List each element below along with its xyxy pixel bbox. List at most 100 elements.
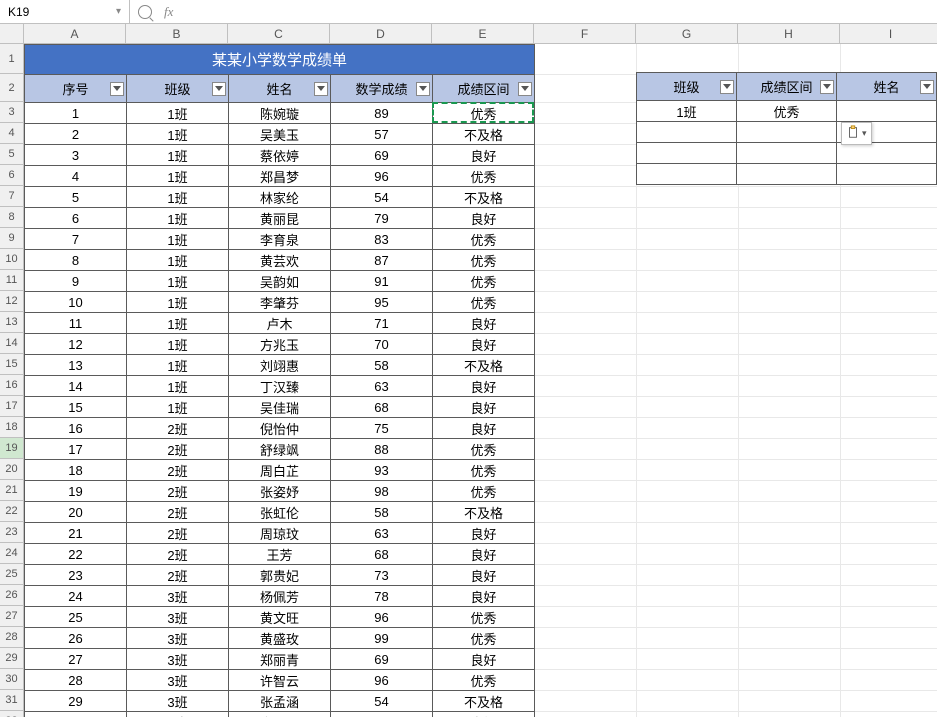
row-header[interactable]: 28	[0, 627, 24, 648]
table-row[interactable]: 11班陈婉璇89优秀	[25, 103, 535, 124]
column-header-D[interactable]: D	[330, 24, 432, 44]
row-header[interactable]: 21	[0, 480, 24, 501]
cell[interactable]: 12	[25, 334, 127, 355]
filter-dropdown-icon[interactable]	[820, 80, 834, 94]
cell[interactable]: 不及格	[433, 691, 535, 712]
table-row[interactable]: 212班周琼玟63良好	[25, 523, 535, 544]
cell[interactable]: 不及格	[433, 187, 535, 208]
cell[interactable]: 79	[331, 712, 433, 717]
cell[interactable]: 2班	[127, 418, 229, 439]
table-row[interactable]: 263班黄盛玫99优秀	[25, 628, 535, 649]
cell[interactable]: 3班	[127, 628, 229, 649]
name-box-chevron-icon[interactable]: ▾	[116, 6, 121, 17]
cell[interactable]: 李小爱	[229, 712, 331, 717]
select-all-corner[interactable]	[0, 24, 24, 44]
table-row[interactable]: 162班倪怡仲75良好	[25, 418, 535, 439]
cell[interactable]: 4	[25, 166, 127, 187]
table-row[interactable]: 232班郭贵妃73良好	[25, 565, 535, 586]
row-header[interactable]: 22	[0, 501, 24, 522]
row-header[interactable]: 2	[0, 74, 24, 102]
cell[interactable]: 1班	[127, 376, 229, 397]
cell[interactable]: 黄文旺	[229, 607, 331, 628]
cell[interactable]: 优秀	[433, 292, 535, 313]
cell[interactable]: 88	[331, 439, 433, 460]
cell[interactable]: 黄丽昆	[229, 208, 331, 229]
cell[interactable]: 95	[331, 292, 433, 313]
cell[interactable]: 1班	[127, 271, 229, 292]
cell[interactable]: 22	[25, 544, 127, 565]
cell[interactable]: 林家纶	[229, 187, 331, 208]
cell[interactable]: 89	[331, 103, 433, 124]
name-box-input[interactable]	[8, 5, 116, 19]
cell[interactable]: 73	[331, 565, 433, 586]
table-row[interactable]: 101班李肇芬95优秀	[25, 292, 535, 313]
column-header-cell[interactable]: 序号	[25, 75, 127, 103]
cell[interactable]: 杨佩芳	[229, 586, 331, 607]
cell[interactable]: 优秀	[433, 229, 535, 250]
column-header-H[interactable]: H	[738, 24, 840, 44]
filter-dropdown-icon[interactable]	[720, 80, 734, 94]
cell[interactable]: 69	[331, 649, 433, 670]
cell[interactable]: 25	[25, 607, 127, 628]
filter-dropdown-icon[interactable]	[314, 82, 328, 96]
table-row[interactable]: 121班方兆玉70良好	[25, 334, 535, 355]
cell[interactable]: 优秀	[433, 607, 535, 628]
cell[interactable]: 1班	[127, 187, 229, 208]
cell[interactable]: 99	[331, 628, 433, 649]
table-row[interactable]: 61班黄丽昆79良好	[25, 208, 535, 229]
cell[interactable]: 刘翊惠	[229, 355, 331, 376]
cell[interactable]: 良好	[433, 376, 535, 397]
table-row[interactable]: 141班丁汉臻63良好	[25, 376, 535, 397]
cell[interactable]: 93	[331, 460, 433, 481]
row-header[interactable]: 6	[0, 165, 24, 186]
column-header-B[interactable]: B	[126, 24, 228, 44]
cell[interactable]: 96	[331, 607, 433, 628]
table-row[interactable]: 192班张姿妤98优秀	[25, 481, 535, 502]
cell[interactable]: 3班	[127, 712, 229, 717]
cell[interactable]: 倪怡仲	[229, 418, 331, 439]
row-header[interactable]: 4	[0, 123, 24, 144]
cell[interactable]: 26	[25, 628, 127, 649]
table-row[interactable]: 172班舒绿飒88优秀	[25, 439, 535, 460]
cell[interactable]: 69	[331, 145, 433, 166]
row-header[interactable]: 27	[0, 606, 24, 627]
cell[interactable]	[737, 143, 837, 164]
table-row[interactable]: 81班黄芸欢87优秀	[25, 250, 535, 271]
filter-dropdown-icon[interactable]	[920, 80, 934, 94]
cell[interactable]: 68	[331, 544, 433, 565]
cell[interactable]: 良好	[433, 208, 535, 229]
cell[interactable]: 1班	[127, 292, 229, 313]
column-header-cell[interactable]: 姓名	[229, 75, 331, 103]
row-header[interactable]: 14	[0, 333, 24, 354]
cell[interactable]: 29	[25, 691, 127, 712]
table-row[interactable]: 111班卢木71良好	[25, 313, 535, 334]
cell[interactable]: 1	[25, 103, 127, 124]
cell[interactable]	[737, 164, 837, 185]
cell[interactable]: 24	[25, 586, 127, 607]
row-header[interactable]: 8	[0, 207, 24, 228]
cell[interactable]: 丁汉臻	[229, 376, 331, 397]
cell[interactable]: 良好	[433, 565, 535, 586]
cell[interactable]	[737, 122, 837, 143]
zoom-icon[interactable]	[138, 5, 152, 19]
cell[interactable]: 79	[331, 208, 433, 229]
cell[interactable]: 不及格	[433, 355, 535, 376]
cell[interactable]: 优秀	[737, 101, 837, 122]
row-header[interactable]: 30	[0, 669, 24, 690]
cell[interactable]: 良好	[433, 418, 535, 439]
row-header[interactable]: 20	[0, 459, 24, 480]
cell[interactable]: 2班	[127, 481, 229, 502]
cell[interactable]: 优秀	[433, 460, 535, 481]
cell[interactable]: 优秀	[433, 481, 535, 502]
row-header[interactable]: 26	[0, 585, 24, 606]
cell[interactable]: 1班	[127, 250, 229, 271]
cell[interactable]: 17	[25, 439, 127, 460]
table-row[interactable]: 91班吴韵如91优秀	[25, 271, 535, 292]
table-row[interactable]: 182班周白芷93优秀	[25, 460, 535, 481]
cell[interactable]: 优秀	[433, 103, 535, 124]
table-row[interactable]: 51班林家纶54不及格	[25, 187, 535, 208]
cell[interactable]: 75	[331, 418, 433, 439]
cell[interactable]: 卢木	[229, 313, 331, 334]
row-header[interactable]: 29	[0, 648, 24, 669]
cell[interactable]	[637, 122, 737, 143]
